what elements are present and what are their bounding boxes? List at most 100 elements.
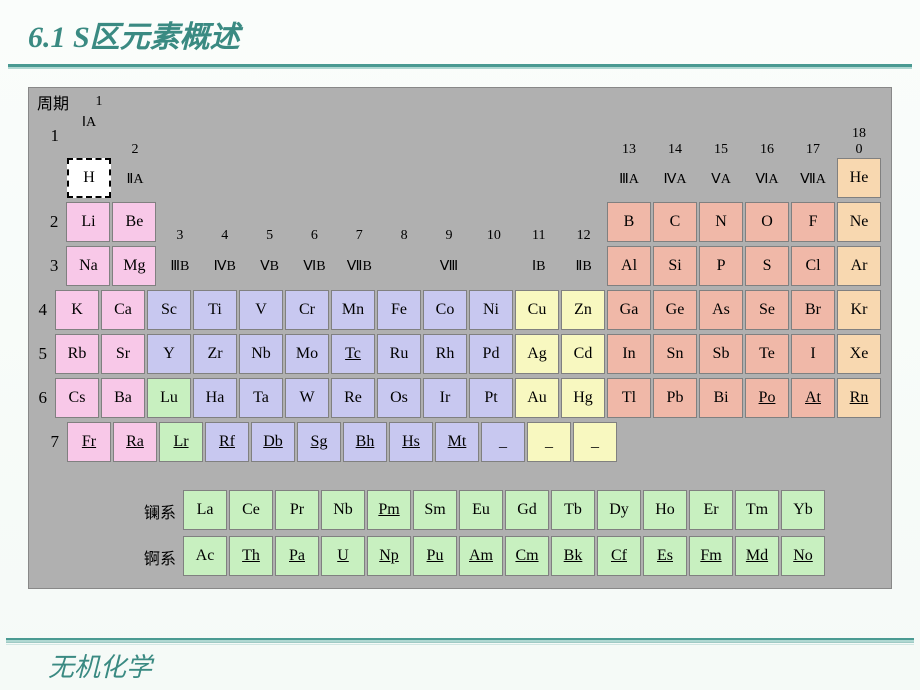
element-cell: Ge bbox=[653, 290, 697, 330]
element-cell: Kr bbox=[837, 290, 881, 330]
element-cell: Mt bbox=[435, 422, 479, 462]
f-block: 镧系 LaCePrNbPmSmEuGdTbDyHoErTmYb 锕系 AcThP… bbox=[137, 490, 883, 578]
group-num: 16 bbox=[745, 142, 789, 158]
period-num: 2 bbox=[37, 212, 66, 232]
footer: 无机化学 bbox=[0, 638, 920, 690]
element-cell: Ho bbox=[643, 490, 687, 530]
element-cell: Rf bbox=[205, 422, 249, 462]
element-cell: N bbox=[699, 202, 743, 242]
group-roman: ⅥB bbox=[293, 258, 336, 275]
element-cell: Tc bbox=[331, 334, 375, 374]
element-cell: Ag bbox=[515, 334, 559, 374]
slide: 6.1 S区元素概述 周期 1 1 ⅠA 2 13 14 15 16 17 bbox=[0, 0, 920, 690]
group-num: 11 bbox=[517, 228, 560, 244]
period-row-5: 5RbSrYZrNbMoTcRuRhPdAgCdInSnSbTeIXe bbox=[37, 332, 883, 376]
element-cell: Sr bbox=[101, 334, 145, 374]
element-cell: Co bbox=[423, 290, 467, 330]
element-cell: Md bbox=[735, 536, 779, 576]
element-cell: Pd bbox=[469, 334, 513, 374]
period-row-1: 1 ⅠA 2 13 14 15 16 17 180 bbox=[37, 114, 883, 158]
element-cell: Zn bbox=[561, 290, 605, 330]
element-cell: Tm bbox=[735, 490, 779, 530]
element-cell: Rh bbox=[423, 334, 467, 374]
group-roman: ⅣA bbox=[653, 171, 697, 188]
element-cell: Xe bbox=[837, 334, 881, 374]
element-cell: Fr bbox=[67, 422, 111, 462]
element-cell: B bbox=[607, 202, 651, 242]
group-roman: ⅥA bbox=[745, 171, 789, 188]
period-num: 1 bbox=[37, 126, 67, 146]
element-cell: Zr bbox=[193, 334, 237, 374]
element-cell: Au bbox=[515, 378, 559, 418]
element-cell: Lu bbox=[147, 378, 191, 418]
element-cell: Mg bbox=[112, 246, 156, 286]
period-row-3: 3 NaMg ⅢB ⅣB ⅤB ⅥB ⅦB Ⅷ ⅠB ⅡB AlSiPSClAr bbox=[37, 244, 883, 288]
group-roman: ⅦB bbox=[338, 258, 381, 275]
element-cell: Sg bbox=[297, 422, 341, 462]
element-cell: P bbox=[699, 246, 743, 286]
element-cell: Sn bbox=[653, 334, 697, 374]
element-cell: Po bbox=[745, 378, 789, 418]
element-cell: Tb bbox=[551, 490, 595, 530]
actinide-row: 锕系 AcThPaUNpPuAmCmBkCfEsFmMdNo bbox=[137, 536, 883, 578]
element-cell: Br bbox=[791, 290, 835, 330]
group-num: 7 bbox=[338, 228, 381, 244]
element-cell: Rn bbox=[837, 378, 881, 418]
element-cell: Be bbox=[112, 202, 156, 242]
element-cell: Ra bbox=[113, 422, 157, 462]
element-cell: Ti bbox=[193, 290, 237, 330]
period-row-6: 6CsBaLuHaTaWReOsIrPtAuHgTlPbBiPoAtRn bbox=[37, 376, 883, 420]
group-roman: ⅤB bbox=[248, 258, 291, 275]
element-cell: U bbox=[321, 536, 365, 576]
element-cell: Th bbox=[229, 536, 273, 576]
element-cell: _ bbox=[573, 422, 617, 462]
element-cell: Ne bbox=[837, 202, 881, 242]
element-cell: Ga bbox=[607, 290, 651, 330]
group-num: 3 bbox=[158, 228, 201, 244]
period-row-7: 7FrRaLrRfDbSgBhHsMt___ bbox=[37, 420, 883, 464]
element-cell: Ac bbox=[183, 536, 227, 576]
element-cell: Sb bbox=[699, 334, 743, 374]
element-cell: La bbox=[183, 490, 227, 530]
group-num: 6 bbox=[293, 228, 336, 244]
element-cell: Rb bbox=[55, 334, 99, 374]
group-roman: ⅤA bbox=[699, 171, 743, 188]
element-cell: Hs bbox=[389, 422, 433, 462]
element-cell: Bi bbox=[699, 378, 743, 418]
element-cell: Bh bbox=[343, 422, 387, 462]
element-cell: Eu bbox=[459, 490, 503, 530]
lanthanide-row: 镧系 LaCePrNbPmSmEuGdTbDyHoErTmYb bbox=[137, 490, 883, 532]
element-cell: Yb bbox=[781, 490, 825, 530]
element-cell: Re bbox=[331, 378, 375, 418]
group-num: 8 bbox=[383, 228, 426, 244]
element-cell: Ni bbox=[469, 290, 513, 330]
group-num: 1 bbox=[77, 94, 121, 114]
element-cell: Fe bbox=[377, 290, 421, 330]
footer-text: 无机化学 bbox=[0, 645, 920, 690]
element-cell: Sm bbox=[413, 490, 457, 530]
element-cell: O bbox=[745, 202, 789, 242]
element-cell: Cf bbox=[597, 536, 641, 576]
element-cell: Na bbox=[66, 246, 110, 286]
group-num: 13 bbox=[607, 142, 651, 158]
group-roman: ⅡB bbox=[562, 258, 605, 275]
group-num: 4 bbox=[203, 228, 246, 244]
period-row-4: 4KCaScTiVCrMnFeCoNiCuZnGaGeAsSeBrKr bbox=[37, 288, 883, 332]
element-cell: F bbox=[791, 202, 835, 242]
period-row-1b: H ⅡA ⅢA ⅣA ⅤA ⅥA ⅦA He bbox=[37, 158, 883, 200]
element-cell: Cl bbox=[791, 246, 835, 286]
periodic-table: 周期 1 1 ⅠA 2 13 14 15 16 17 180 bbox=[37, 94, 883, 578]
group-num: 14 bbox=[653, 142, 697, 158]
element-cell: Te bbox=[745, 334, 789, 374]
group-roman: ⅠB bbox=[517, 258, 560, 275]
element-cell: Fm bbox=[689, 536, 733, 576]
element-cell: Db bbox=[251, 422, 295, 462]
element-cell: Np bbox=[367, 536, 411, 576]
actinide-label: 锕系 bbox=[137, 545, 183, 569]
element-cell: Ta bbox=[239, 378, 283, 418]
element-cell: Hg bbox=[561, 378, 605, 418]
element-cell: Si bbox=[653, 246, 697, 286]
element-cell: No bbox=[781, 536, 825, 576]
group-num: 17 bbox=[791, 142, 835, 158]
element-cell: Pt bbox=[469, 378, 513, 418]
